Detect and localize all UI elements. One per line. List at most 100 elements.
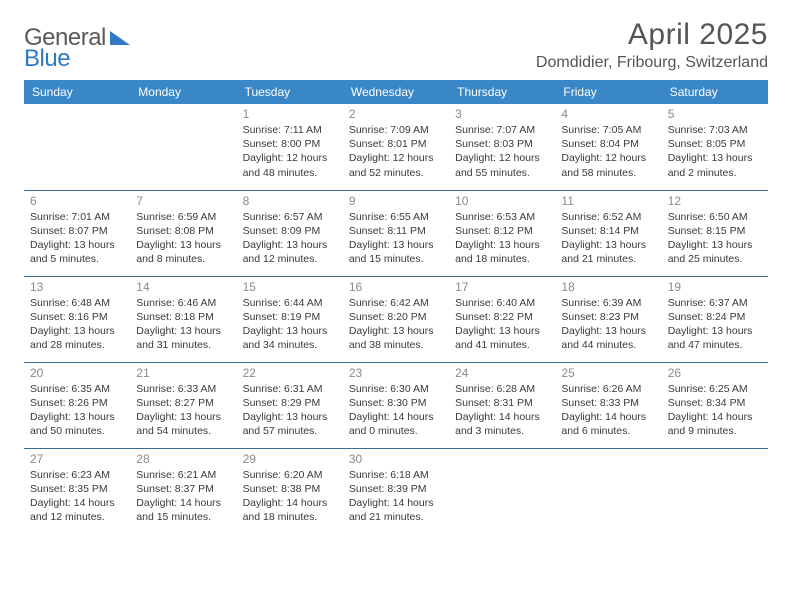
- sunrise-line: Sunrise: 6:35 AM: [30, 382, 124, 396]
- day-number: 22: [243, 366, 337, 380]
- calendar-table: SundayMondayTuesdayWednesdayThursdayFrid…: [24, 80, 768, 534]
- sunset-line: Sunset: 8:37 PM: [136, 482, 230, 496]
- daylight-line: Daylight: 13 hours and 47 minutes.: [668, 324, 762, 352]
- day-number: 8: [243, 194, 337, 208]
- calendar-cell: 28 Sunrise: 6:21 AMSunset: 8:37 PMDayligh…: [130, 448, 236, 534]
- sunrise-line: Sunrise: 6:48 AM: [30, 296, 124, 310]
- weekday-header: Tuesday: [237, 80, 343, 104]
- weekday-header: Wednesday: [343, 80, 449, 104]
- calendar-cell: 16Sunrise: 6:42 AMSunset: 8:20 PMDayligh…: [343, 276, 449, 362]
- sunset-line: Sunset: 8:16 PM: [30, 310, 124, 324]
- sunrise-line: Sunrise: 6:30 AM: [349, 382, 443, 396]
- daylight-line: Daylight: 14 hours and 15 minutes.: [136, 496, 230, 524]
- calendar-cell: 13 Sunrise: 6:48 AMSunset: 8:16 PMDayligh…: [24, 276, 130, 362]
- day-number: 5: [668, 107, 762, 121]
- sunrise-line: Sunrise: 6:39 AM: [561, 296, 655, 310]
- sunset-line: Sunset: 8:08 PM: [136, 224, 230, 238]
- daylight-line: Daylight: 14 hours and 9 minutes.: [668, 410, 762, 438]
- calendar-cell: 12Sunrise: 6:50 AMSunset: 8:15 PMDayligh…: [662, 190, 768, 276]
- sunrise-line: Sunrise: 6:23 AM: [30, 468, 124, 482]
- sunset-line: Sunset: 8:33 PM: [561, 396, 655, 410]
- sunset-line: Sunset: 8:04 PM: [561, 137, 655, 151]
- header: General April 2025 Domdidier, Fribourg, …: [24, 18, 768, 72]
- weekday-header: Sunday: [24, 80, 130, 104]
- sunset-line: Sunset: 8:12 PM: [455, 224, 549, 238]
- daylight-line: Daylight: 13 hours and 44 minutes.: [561, 324, 655, 352]
- sunrise-line: Sunrise: 6:33 AM: [136, 382, 230, 396]
- daylight-line: Daylight: 13 hours and 57 minutes.: [243, 410, 337, 438]
- daylight-line: Daylight: 13 hours and 34 minutes.: [243, 324, 337, 352]
- sunrise-line: Sunrise: 6:40 AM: [455, 296, 549, 310]
- day-number: 1: [243, 107, 337, 121]
- daylight-line: Daylight: 13 hours and 5 minutes.: [30, 238, 124, 266]
- sunrise-line: Sunrise: 6:53 AM: [455, 210, 549, 224]
- sunset-line: Sunset: 8:29 PM: [243, 396, 337, 410]
- weekday-header: Saturday: [662, 80, 768, 104]
- calendar-cell: 11 Sunrise: 6:52 AMSunset: 8:14 PMDayligh…: [555, 190, 661, 276]
- calendar-cell-empty: [555, 448, 661, 534]
- day-number: 17: [455, 280, 549, 294]
- calendar-cell: 27Sunrise: 6:23 AMSunset: 8:35 PMDayligh…: [24, 448, 130, 534]
- sunrise-line: Sunrise: 7:09 AM: [349, 123, 443, 137]
- sunset-line: Sunset: 8:15 PM: [668, 224, 762, 238]
- sunset-line: Sunset: 8:20 PM: [349, 310, 443, 324]
- day-number: 10: [455, 194, 549, 208]
- calendar-row: 20Sunrise: 6:35 AMSunset: 8:26 PMDayligh…: [24, 362, 768, 448]
- day-number: 28: [136, 452, 230, 466]
- sunset-line: Sunset: 8:34 PM: [668, 396, 762, 410]
- sunrise-line: Sunrise: 6:52 AM: [561, 210, 655, 224]
- sunset-line: Sunset: 8:05 PM: [668, 137, 762, 151]
- daylight-line: Daylight: 14 hours and 6 minutes.: [561, 410, 655, 438]
- calendar-cell: 17 Sunrise: 6:40 AMSunset: 8:22 PMDayligh…: [449, 276, 555, 362]
- daylight-line: Daylight: 13 hours and 21 minutes.: [561, 238, 655, 266]
- daylight-line: Daylight: 12 hours and 48 minutes.: [243, 151, 337, 179]
- sunset-line: Sunset: 8:22 PM: [455, 310, 549, 324]
- weekday-header: Thursday: [449, 80, 555, 104]
- day-number: 14: [136, 280, 230, 294]
- calendar-cell: 5Sunrise: 7:03 AMSunset: 8:05 PMDaylight…: [662, 104, 768, 190]
- weekday-header: Friday: [555, 80, 661, 104]
- day-number: 11: [561, 194, 655, 208]
- sunset-line: Sunset: 8:03 PM: [455, 137, 549, 151]
- calendar-cell: 30Sunrise: 6:18 AMSunset: 8:39 PMDayligh…: [343, 448, 449, 534]
- sunrise-line: Sunrise: 6:44 AM: [243, 296, 337, 310]
- sunset-line: Sunset: 8:00 PM: [243, 137, 337, 151]
- sunrise-line: Sunrise: 6:21 AM: [136, 468, 230, 482]
- day-number: 7: [136, 194, 230, 208]
- daylight-line: Daylight: 13 hours and 41 minutes.: [455, 324, 549, 352]
- sunrise-line: Sunrise: 7:01 AM: [30, 210, 124, 224]
- sunset-line: Sunset: 8:01 PM: [349, 137, 443, 151]
- daylight-line: Daylight: 13 hours and 31 minutes.: [136, 324, 230, 352]
- calendar-cell-empty: [130, 104, 236, 190]
- day-number: 13: [30, 280, 124, 294]
- day-number: 25: [561, 366, 655, 380]
- sunrise-line: Sunrise: 7:03 AM: [668, 123, 762, 137]
- sunset-line: Sunset: 8:31 PM: [455, 396, 549, 410]
- sunset-line: Sunset: 8:26 PM: [30, 396, 124, 410]
- weekday-header: Monday: [130, 80, 236, 104]
- day-number: 20: [30, 366, 124, 380]
- daylight-line: Daylight: 14 hours and 21 minutes.: [349, 496, 443, 524]
- sunrise-line: Sunrise: 6:25 AM: [668, 382, 762, 396]
- daylight-line: Daylight: 13 hours and 12 minutes.: [243, 238, 337, 266]
- daylight-line: Daylight: 14 hours and 0 minutes.: [349, 410, 443, 438]
- sunrise-line: Sunrise: 6:46 AM: [136, 296, 230, 310]
- calendar-row: 13Sunrise: 6:48 AMSunset: 8:16 PMDayligh…: [24, 276, 768, 362]
- daylight-line: Daylight: 13 hours and 50 minutes.: [30, 410, 124, 438]
- daylight-line: Daylight: 14 hours and 3 minutes.: [455, 410, 549, 438]
- daylight-line: Daylight: 12 hours and 55 minutes.: [455, 151, 549, 179]
- calendar-cell: 26Sunrise: 6:25 AMSunset: 8:34 PMDayligh…: [662, 362, 768, 448]
- calendar-cell-empty: [662, 448, 768, 534]
- sunset-line: Sunset: 8:23 PM: [561, 310, 655, 324]
- calendar-cell: 2Sunrise: 7:09 AMSunset: 8:01 PMDaylight…: [343, 104, 449, 190]
- day-number: 23: [349, 366, 443, 380]
- day-number: 16: [349, 280, 443, 294]
- day-number: 15: [243, 280, 337, 294]
- daylight-line: Daylight: 14 hours and 18 minutes.: [243, 496, 337, 524]
- daylight-line: Daylight: 13 hours and 28 minutes.: [30, 324, 124, 352]
- sunset-line: Sunset: 8:14 PM: [561, 224, 655, 238]
- title-block: April 2025 Domdidier, Fribourg, Switzerl…: [536, 18, 768, 72]
- sunrise-line: Sunrise: 6:28 AM: [455, 382, 549, 396]
- sunrise-line: Sunrise: 6:50 AM: [668, 210, 762, 224]
- brand-part2: Blue: [24, 45, 70, 72]
